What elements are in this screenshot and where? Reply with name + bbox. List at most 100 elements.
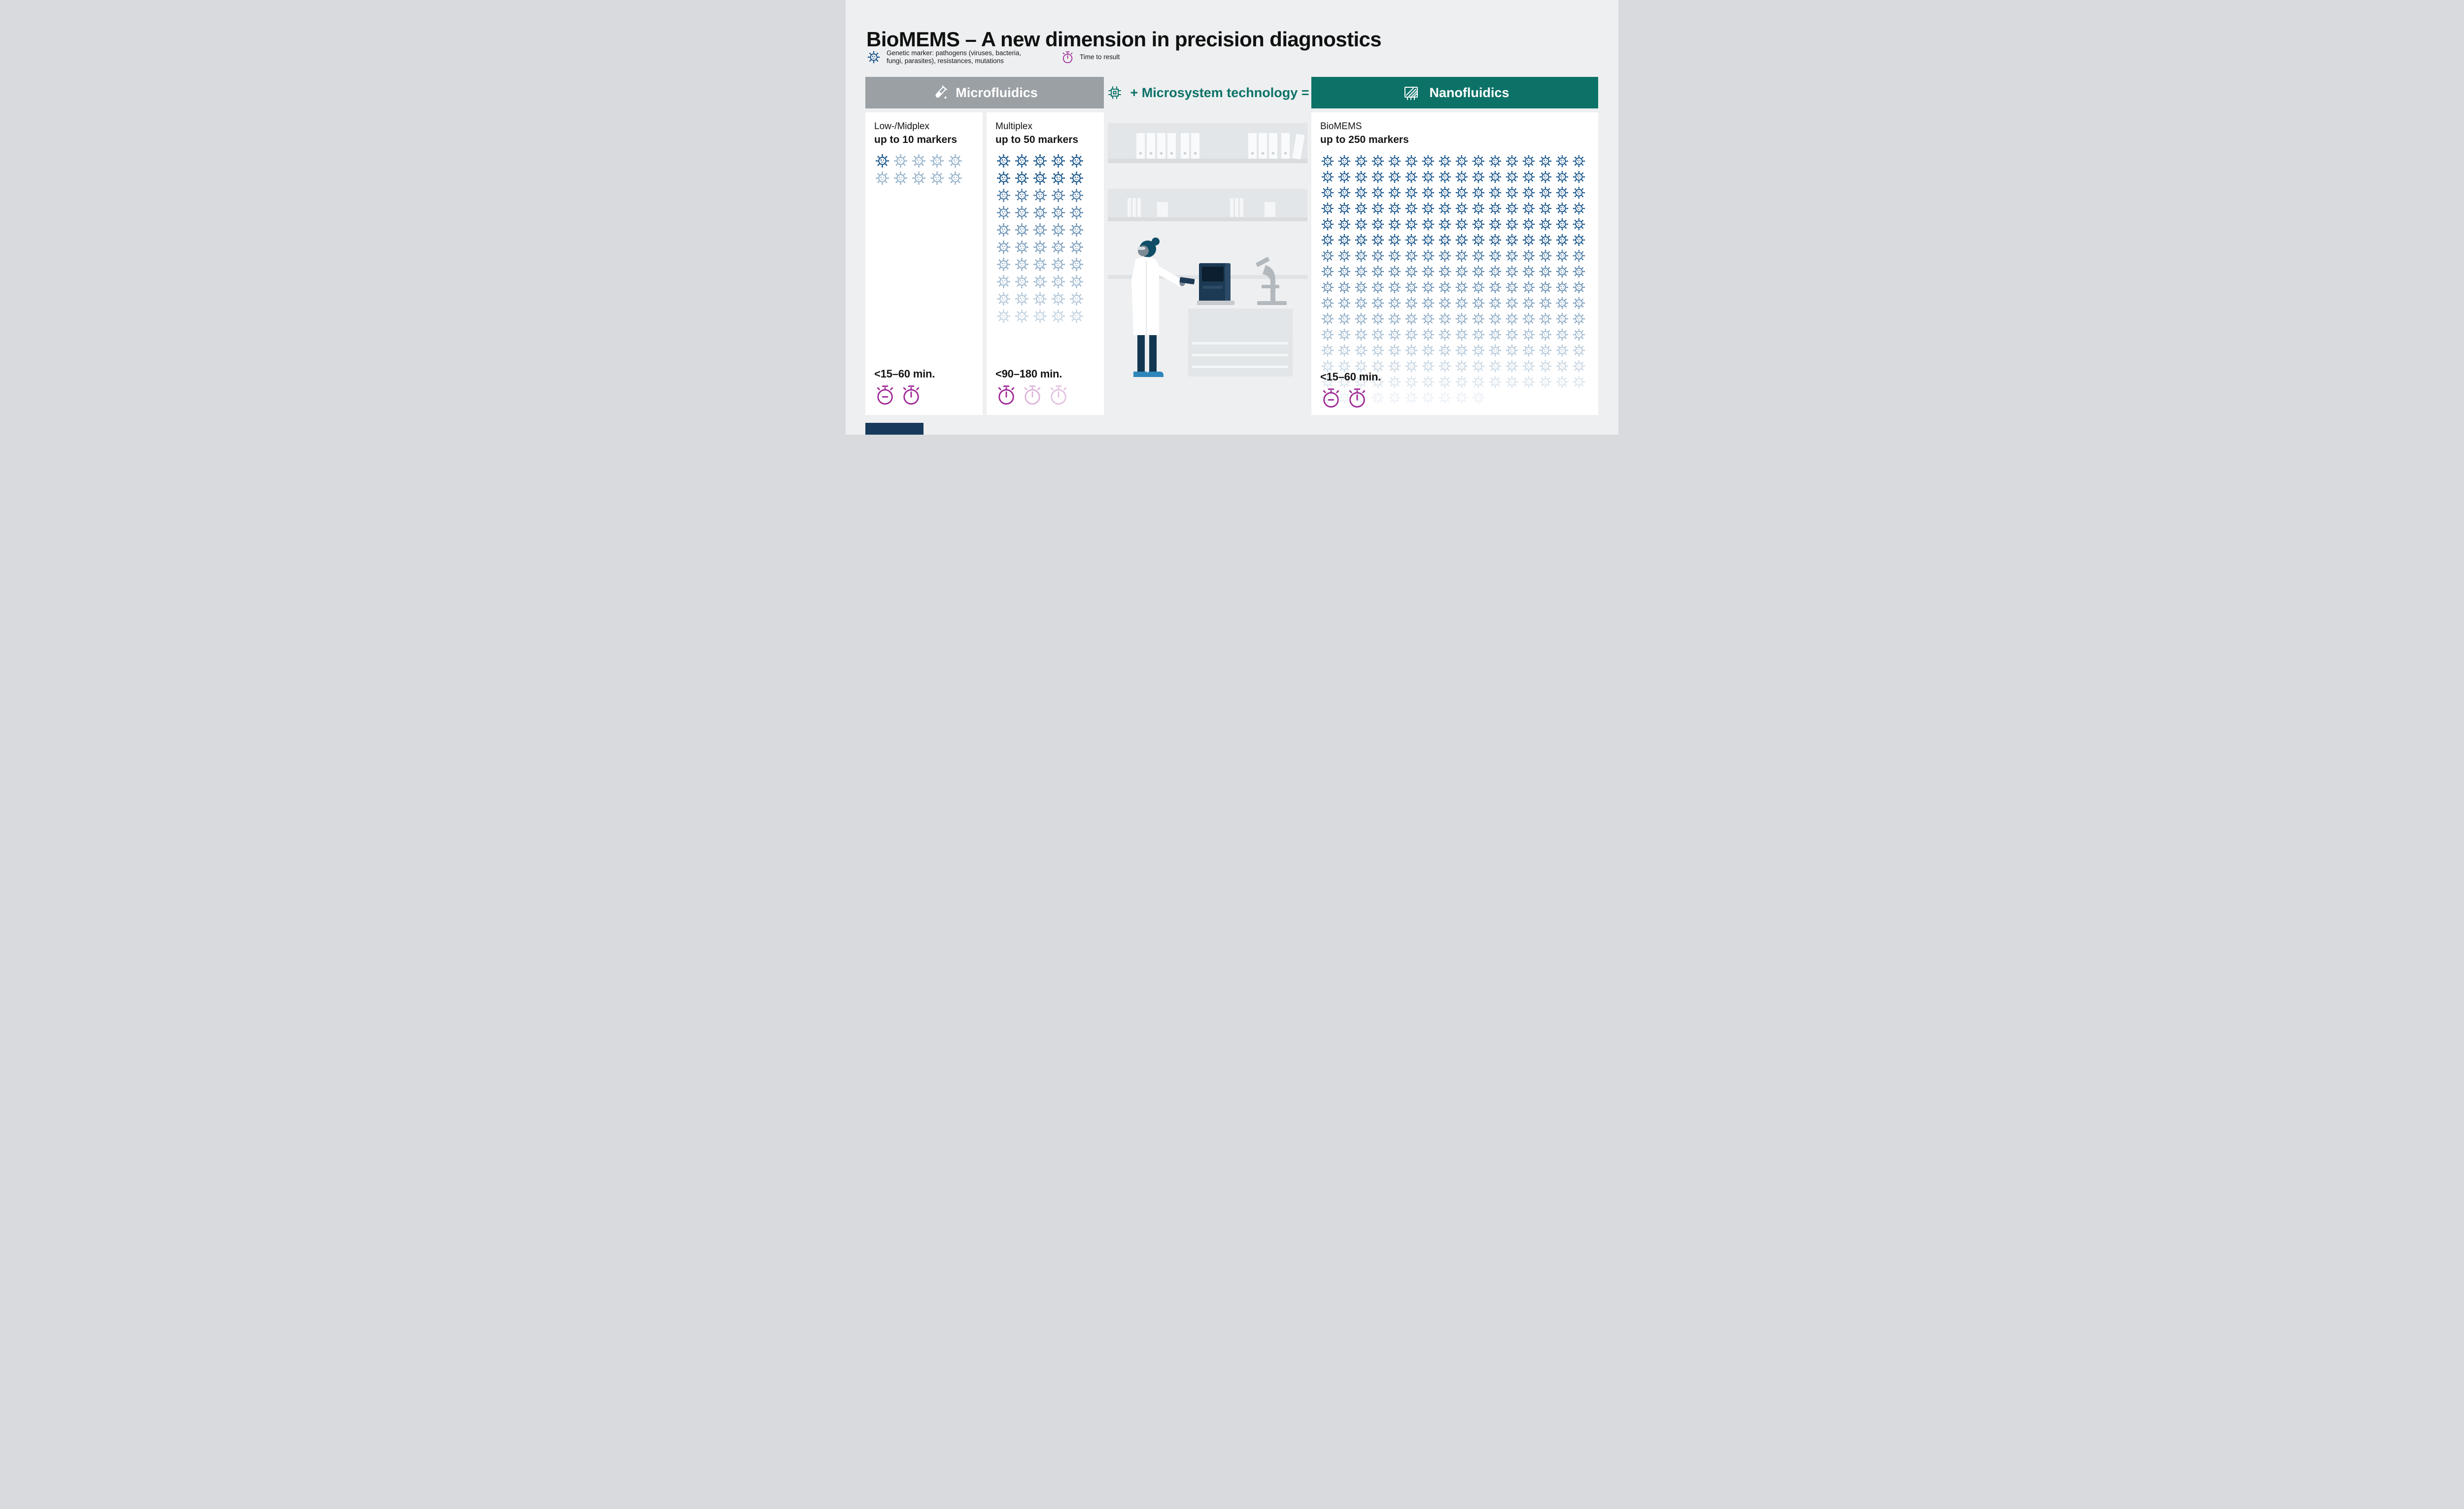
genetic-marker-icon	[1050, 222, 1066, 238]
genetic-marker-icon	[1505, 280, 1519, 295]
genetic-marker-icon	[1370, 154, 1385, 169]
genetic-marker-icon	[1488, 185, 1503, 200]
legend-item-marker: Genetic marker: pathogens (viruses, bact…	[866, 49, 1034, 66]
genetic-marker-icon	[1337, 327, 1352, 342]
genetic-marker-icon	[1032, 153, 1048, 169]
genetic-marker-icon	[1488, 343, 1503, 358]
genetic-marker-icon	[1572, 311, 1586, 326]
genetic-marker-icon	[1454, 233, 1469, 247]
genetic-marker-icon	[1050, 153, 1066, 169]
legend-time-label: Time to result	[1080, 53, 1120, 61]
card-lowmidplex-title: Low-/Midplex	[874, 121, 929, 132]
card-multiplex-subtitle: up to 50 markers	[995, 134, 1079, 145]
genetic-marker-icon	[1454, 280, 1469, 295]
genetic-marker-icon	[1454, 264, 1469, 279]
genetic-marker-icon	[1521, 201, 1536, 216]
genetic-marker-icon	[1505, 343, 1519, 358]
genetic-marker-icon	[1014, 222, 1030, 238]
genetic-marker-icon	[1320, 327, 1335, 342]
genetic-marker-icon	[1454, 217, 1469, 232]
genetic-marker-icon	[1505, 248, 1519, 263]
genetic-marker-icon	[1572, 248, 1586, 263]
genetic-marker-icon	[1014, 239, 1030, 255]
page-title: BioMEMS – A new dimension in precision d…	[866, 28, 1382, 51]
genetic-marker-icon	[1521, 311, 1536, 326]
genetic-marker-icon	[1421, 264, 1436, 279]
genetic-marker-icon	[1320, 296, 1335, 310]
genetic-marker-icon	[1454, 154, 1469, 169]
stopwatch-icon	[1048, 384, 1069, 406]
genetic-marker-icon	[1068, 274, 1085, 290]
genetic-marker-icon	[1370, 248, 1385, 263]
genetic-marker-icon	[929, 170, 945, 186]
genetic-marker-icon	[1521, 233, 1536, 247]
stopwatch-icon	[1320, 387, 1342, 409]
genetic-marker-icon	[1370, 343, 1385, 358]
genetic-marker-icon	[1555, 311, 1570, 326]
genetic-marker-icon	[1488, 375, 1503, 389]
sample-cartridge	[1179, 277, 1195, 284]
genetic-marker-icon	[1572, 280, 1586, 295]
genetic-marker-icon	[1555, 359, 1570, 374]
genetic-marker-icon	[1437, 248, 1452, 263]
genetic-marker-icon	[1572, 233, 1586, 247]
genetic-marker-icon	[1505, 154, 1519, 169]
genetic-marker-icon	[1404, 280, 1419, 295]
genetic-marker-icon	[1337, 248, 1352, 263]
genetic-marker-icon	[911, 170, 927, 186]
genetic-marker-icon	[1387, 343, 1402, 358]
genetic-marker-icon	[1354, 327, 1369, 342]
genetic-marker-icon	[1555, 375, 1570, 389]
genetic-marker-icon	[1320, 264, 1335, 279]
genetic-marker-icon	[1421, 280, 1436, 295]
genetic-marker-icon	[1437, 264, 1452, 279]
genetic-marker-icon	[1404, 248, 1419, 263]
genetic-marker-icon	[892, 153, 909, 169]
genetic-marker-icon	[1032, 222, 1048, 238]
shelf-items	[1128, 198, 1275, 217]
card-lowmidplex-subtitle: up to 10 markers	[874, 134, 958, 145]
genetic-marker-icon	[1337, 280, 1352, 295]
genetic-marker-icon	[1555, 343, 1570, 358]
genetic-marker-icon	[1050, 170, 1066, 186]
genetic-marker-icon	[995, 222, 1012, 238]
genetic-marker-icon	[1337, 311, 1352, 326]
genetic-marker-icon	[1068, 187, 1085, 204]
genetic-marker-icon	[1370, 201, 1385, 216]
genetic-marker-icon	[1337, 185, 1352, 200]
genetic-marker-icon	[1421, 327, 1436, 342]
genetic-marker-icon	[1337, 201, 1352, 216]
genetic-marker-icon	[866, 50, 881, 65]
genetic-marker-icon	[1488, 296, 1503, 310]
genetic-marker-icon	[892, 170, 909, 186]
genetic-marker-icon	[1505, 359, 1519, 374]
genetic-marker-icon	[1555, 201, 1570, 216]
genetic-marker-icon	[1320, 217, 1335, 232]
genetic-marker-icon	[1320, 343, 1335, 358]
genetic-marker-icon	[1387, 248, 1402, 263]
genetic-marker-icon	[1555, 264, 1570, 279]
genetic-marker-icon	[1505, 327, 1519, 342]
genetic-marker-icon	[1572, 201, 1586, 216]
genetic-marker-icon	[1014, 170, 1030, 186]
genetic-marker-icon	[1032, 187, 1048, 204]
genetic-marker-icon	[1454, 375, 1469, 389]
genetic-marker-icon	[1014, 308, 1030, 324]
genetic-marker-icon	[1354, 248, 1369, 263]
genetic-marker-icon	[1387, 311, 1402, 326]
genetic-marker-icon	[1404, 185, 1419, 200]
genetic-marker-icon	[995, 205, 1012, 221]
genetic-marker-icon	[1337, 343, 1352, 358]
genetic-marker-icon	[1387, 185, 1402, 200]
genetic-marker-icon	[1572, 359, 1586, 374]
genetic-marker-icon	[1421, 296, 1436, 310]
genetic-marker-icon	[995, 187, 1012, 204]
genetic-marker-icon	[1354, 311, 1369, 326]
genetic-marker-icon	[1337, 217, 1352, 232]
genetic-marker-icon	[1488, 264, 1503, 279]
genetic-marker-icon	[1404, 311, 1419, 326]
genetic-marker-icon	[1387, 233, 1402, 247]
genetic-marker-icon	[1320, 233, 1335, 247]
genetic-marker-icon	[1320, 311, 1335, 326]
genetic-marker-icon	[1471, 327, 1486, 342]
